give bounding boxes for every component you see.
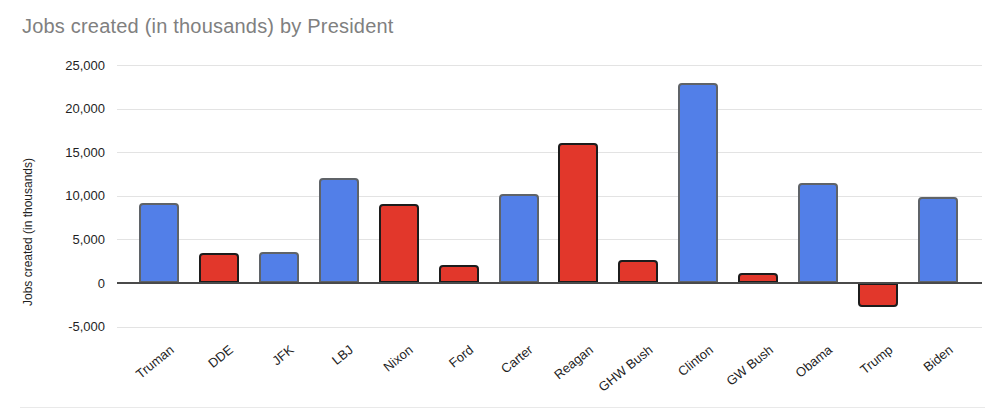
x-axis-label-ghw-bush: GHW Bush (596, 342, 656, 395)
gridline-5000 (117, 239, 982, 240)
x-axis-label-lbj: LBJ (329, 342, 356, 368)
bar-truman[interactable] (139, 203, 179, 283)
gridline--5000 (117, 327, 982, 328)
y-tick-label-10000: 10,000 (65, 188, 105, 203)
bar-lbj[interactable] (319, 178, 359, 284)
plot-area: 25,000 20,000 15,000 10,000 5,000 0 -5,000 Trum… (0, 0, 1000, 411)
x-axis-label-biden: Biden (920, 342, 955, 375)
bar-jfk[interactable] (259, 252, 299, 283)
bar-ghw-bush[interactable] (618, 260, 658, 283)
bar-clinton[interactable] (678, 83, 718, 283)
x-axis-label-dde: DDE (206, 342, 237, 371)
x-axis-line (117, 282, 982, 284)
y-tick-label-25000: 25,000 (65, 58, 105, 73)
x-axis-label-truman: Truman (133, 342, 177, 382)
gridline-20000 (117, 109, 982, 110)
gridline-10000 (117, 196, 982, 197)
bar-nixon[interactable] (379, 204, 419, 283)
bottom-divider (20, 407, 985, 408)
y-tick-label-15000: 15,000 (65, 145, 105, 160)
y-tick-label-20000: 20,000 (65, 101, 105, 116)
bar-trump[interactable] (858, 283, 898, 307)
chart: Jobs created (in thousands) by President… (0, 0, 1000, 411)
bar-obama[interactable] (798, 183, 838, 283)
x-axis-label-gw-bush: GW Bush (723, 342, 776, 389)
bar-ford[interactable] (439, 265, 479, 283)
x-axis-label-trump: Trump (857, 342, 895, 377)
y-tick-label-0: 0 (98, 276, 105, 291)
x-axis-label-obama: Obama (793, 342, 836, 380)
x-axis-label-jfk: JFK (269, 342, 296, 368)
x-axis-label-nixon: Nixon (381, 342, 416, 375)
bar-biden[interactable] (918, 197, 958, 283)
y-tick-label-5000: 5,000 (72, 232, 105, 247)
gridline-25000 (117, 65, 982, 66)
gridline-15000 (117, 152, 982, 153)
bar-dde[interactable] (199, 253, 239, 284)
bar-reagan[interactable] (558, 143, 598, 283)
x-axis-label-clinton: Clinton (675, 342, 716, 379)
bar-carter[interactable] (499, 194, 539, 283)
y-tick-label--5000: -5,000 (68, 319, 105, 334)
x-axis-label-carter: Carter (498, 342, 536, 376)
x-axis-label-reagan: Reagan (551, 342, 596, 382)
x-axis-label-ford: Ford (446, 342, 476, 370)
